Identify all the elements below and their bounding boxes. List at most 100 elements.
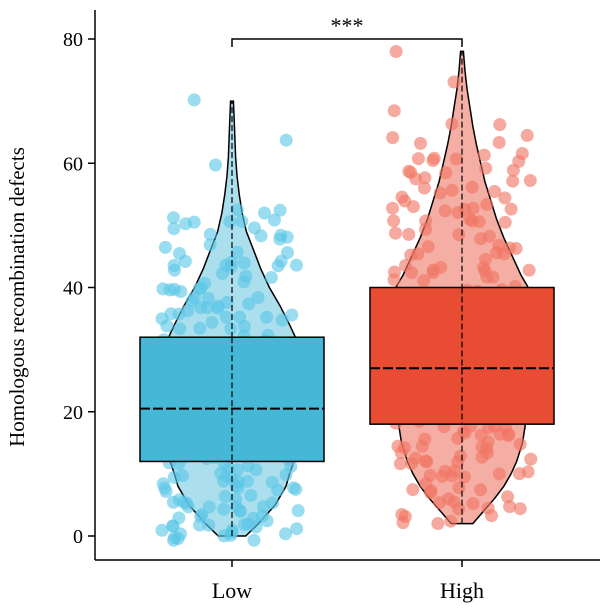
y-tick-label: 80 xyxy=(63,29,83,51)
data-point xyxy=(386,131,400,145)
data-point xyxy=(181,500,195,514)
data-point xyxy=(237,319,251,333)
data-point xyxy=(166,495,180,509)
data-point xyxy=(274,254,288,268)
data-point xyxy=(520,128,534,142)
data-point xyxy=(421,240,435,254)
data-point xyxy=(217,502,231,516)
data-point xyxy=(498,215,512,229)
data-point xyxy=(406,483,420,497)
data-point xyxy=(158,240,172,254)
group-low xyxy=(139,93,325,547)
data-point xyxy=(457,470,471,484)
data-point xyxy=(209,158,222,172)
data-point xyxy=(284,460,298,473)
data-point xyxy=(395,190,409,204)
data-point xyxy=(202,518,216,532)
data-point xyxy=(264,271,278,284)
data-point xyxy=(466,497,480,510)
data-point xyxy=(523,174,537,187)
data-point xyxy=(198,276,212,290)
data-point xyxy=(194,510,208,523)
data-point xyxy=(521,465,535,479)
data-point xyxy=(155,523,169,537)
group-high xyxy=(369,45,555,530)
data-point xyxy=(418,171,432,185)
y-tick-label: 0 xyxy=(73,526,83,548)
data-point xyxy=(260,514,274,528)
data-point xyxy=(466,201,480,215)
x-tick-label: Low xyxy=(212,578,252,603)
data-point xyxy=(438,204,452,218)
data-point xyxy=(483,229,496,243)
data-point xyxy=(488,185,502,198)
data-point xyxy=(218,489,232,503)
data-point xyxy=(203,227,217,241)
data-point xyxy=(444,514,458,528)
data-point xyxy=(179,217,193,231)
data-point xyxy=(172,307,186,321)
data-point xyxy=(178,254,192,268)
data-point xyxy=(445,183,459,197)
y-tick-label: 40 xyxy=(63,278,83,300)
data-point xyxy=(251,291,265,305)
data-point xyxy=(503,500,517,514)
data-point xyxy=(258,206,271,220)
significance-label: *** xyxy=(331,13,364,38)
data-point xyxy=(211,301,225,315)
data-point xyxy=(396,516,410,530)
data-point xyxy=(176,469,190,483)
data-point xyxy=(465,180,479,194)
data-point xyxy=(193,321,207,335)
data-point xyxy=(414,136,427,150)
data-point xyxy=(479,161,493,175)
data-point xyxy=(247,221,261,235)
data-point xyxy=(504,202,518,216)
data-point xyxy=(452,228,466,242)
data-point xyxy=(241,517,255,531)
data-point xyxy=(492,239,506,252)
data-point xyxy=(452,502,466,516)
data-point xyxy=(393,457,407,471)
data-point xyxy=(447,464,461,478)
data-point xyxy=(220,470,233,483)
data-point xyxy=(386,201,399,215)
data-point xyxy=(402,164,416,178)
data-point xyxy=(158,481,172,495)
data-point xyxy=(241,459,255,473)
data-point xyxy=(479,252,492,266)
data-point xyxy=(445,117,459,131)
data-point xyxy=(411,247,425,261)
data-point xyxy=(168,531,181,544)
data-point xyxy=(506,163,520,177)
data-point xyxy=(418,432,432,446)
data-point xyxy=(447,75,461,89)
data-point xyxy=(524,452,538,466)
data-point xyxy=(453,449,467,463)
data-point xyxy=(431,517,445,530)
data-point xyxy=(235,214,249,228)
data-point xyxy=(291,504,305,518)
data-point xyxy=(155,312,169,326)
data-point xyxy=(389,45,403,58)
data-point xyxy=(275,313,289,327)
data-point xyxy=(244,488,258,502)
data-point xyxy=(501,429,515,443)
data-point xyxy=(257,500,270,514)
data-point xyxy=(426,154,440,167)
data-point xyxy=(458,426,472,440)
data-point xyxy=(387,104,401,118)
x-axis: Low High xyxy=(95,559,600,603)
data-point xyxy=(477,148,491,162)
data-point xyxy=(194,301,208,315)
data-point xyxy=(187,93,201,107)
data-point xyxy=(201,291,215,305)
data-point xyxy=(513,437,527,451)
data-point xyxy=(389,226,402,240)
data-point xyxy=(260,310,274,324)
data-point xyxy=(522,263,536,277)
data-point xyxy=(219,310,233,324)
data-point xyxy=(239,269,253,283)
data-point xyxy=(449,152,463,166)
data-point xyxy=(405,266,419,280)
